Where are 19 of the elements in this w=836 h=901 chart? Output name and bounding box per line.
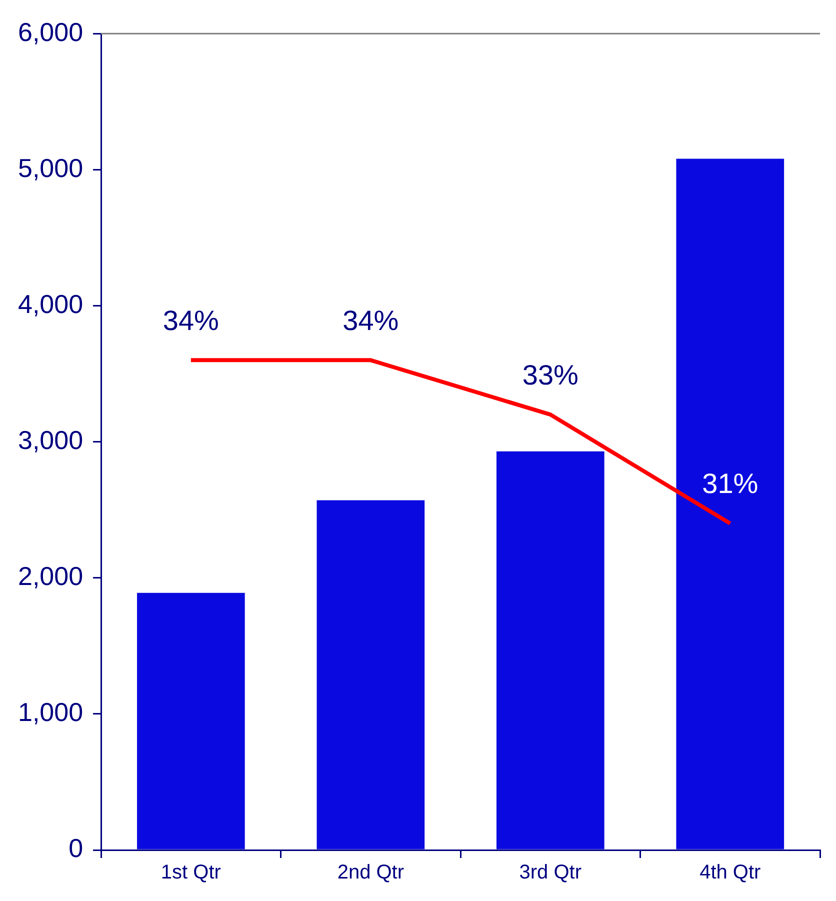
y-tick-label: 0 [68, 833, 84, 864]
data-label: 33% [522, 359, 578, 390]
y-tick-label: 5,000 [18, 152, 84, 183]
x-tick-label: 3rd Qtr [519, 862, 582, 884]
bar [316, 500, 425, 850]
y-tick-label: 3,000 [18, 424, 84, 455]
y-tick-label: 2,000 [18, 561, 84, 592]
y-tick-label: 1,000 [18, 697, 84, 728]
y-tick-label: 4,000 [18, 288, 84, 319]
y-tick-label: 6,000 [18, 16, 84, 47]
data-label: 31% [702, 468, 758, 500]
x-tick-label: 1st Qtr [160, 862, 222, 884]
bar [676, 158, 784, 850]
bar [496, 451, 604, 850]
x-tick-label: 4th Qtr [700, 862, 762, 884]
data-label: 34% [162, 304, 219, 336]
x-tick-label: 2nd Qtr [337, 862, 404, 884]
bar [137, 592, 245, 850]
data-label: 34% [342, 304, 399, 336]
